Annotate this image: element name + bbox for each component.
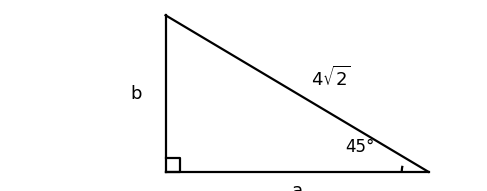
Text: 45°: 45° xyxy=(346,138,375,156)
Text: $4\sqrt{2}$: $4\sqrt{2}$ xyxy=(311,66,351,90)
Text: a: a xyxy=(292,182,302,191)
Text: b: b xyxy=(131,85,142,103)
